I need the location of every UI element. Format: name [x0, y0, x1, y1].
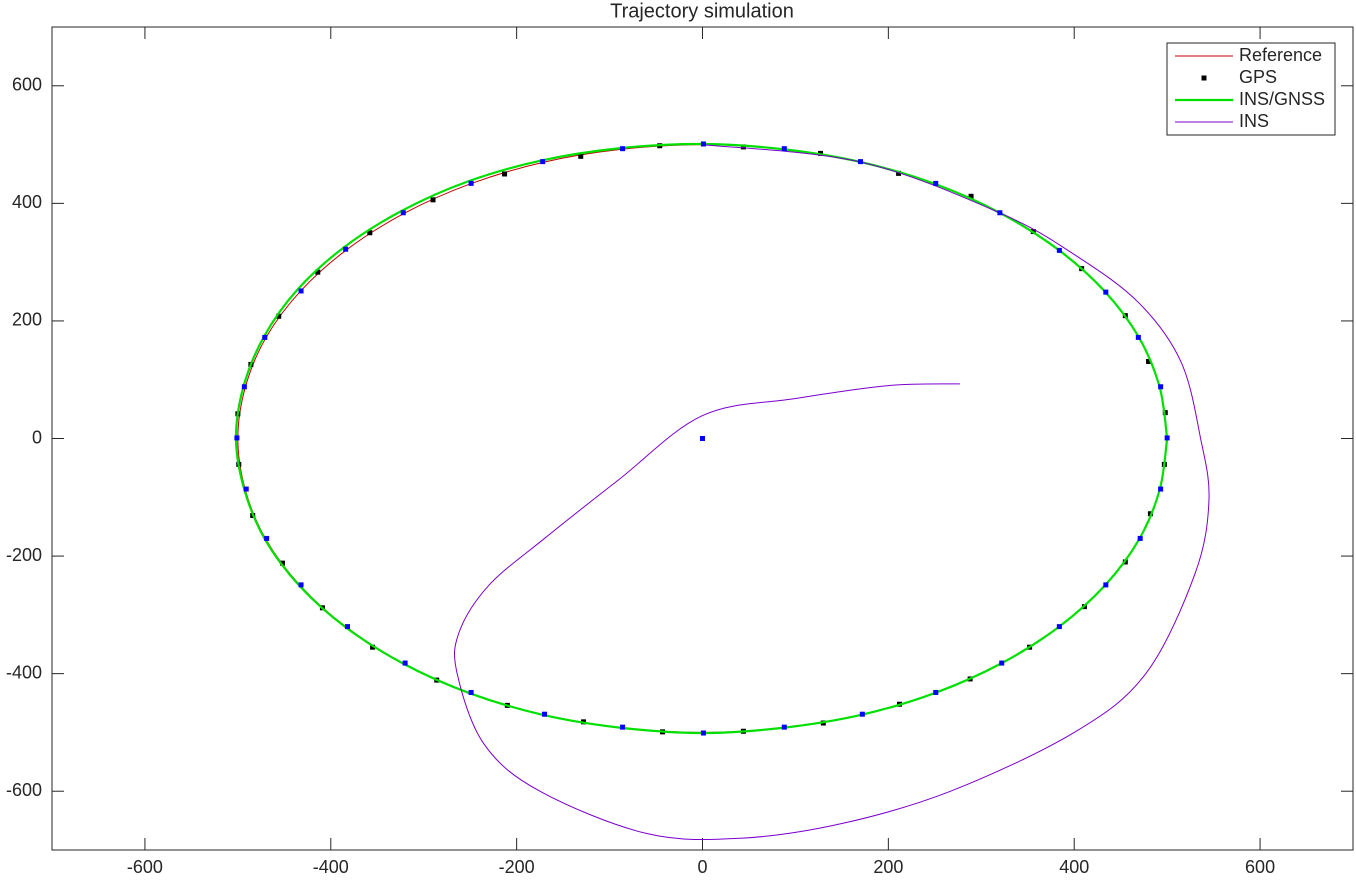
marker [370, 644, 376, 650]
marker [700, 436, 705, 441]
y-tick-label: 0 [32, 427, 42, 447]
marker [298, 288, 304, 294]
marker [999, 660, 1005, 666]
legend-box [1166, 42, 1336, 136]
marker [315, 269, 321, 275]
marker [1135, 334, 1141, 340]
marker [1056, 247, 1062, 253]
marker [620, 724, 626, 730]
marker [264, 535, 270, 541]
marker [402, 660, 408, 666]
x-tick-label: 600 [1245, 857, 1275, 877]
x-tick-label: -600 [127, 857, 163, 877]
marker [234, 435, 240, 441]
marker [740, 144, 746, 150]
marker [1146, 358, 1152, 364]
legend-label: GPS [1239, 67, 1277, 87]
marker [243, 486, 249, 492]
marker [502, 171, 508, 177]
marker [540, 159, 546, 165]
marker [1158, 384, 1164, 390]
marker [241, 384, 247, 390]
marker [781, 724, 787, 730]
legend-label: INS [1239, 111, 1269, 131]
marker [1158, 486, 1164, 492]
marker [542, 711, 548, 717]
marker [345, 624, 351, 630]
legend-label: Reference [1239, 45, 1322, 65]
marker [968, 193, 974, 199]
marker [933, 180, 939, 186]
marker [276, 313, 282, 319]
y-tick-label: -400 [6, 662, 42, 682]
marker [279, 560, 285, 566]
series-line [454, 144, 1210, 841]
marker [1103, 289, 1109, 295]
marker [367, 230, 373, 236]
x-tick-label: -200 [499, 857, 535, 877]
marker [298, 582, 304, 588]
marker [896, 170, 902, 176]
y-tick-label: -200 [6, 545, 42, 565]
x-tick-label: 200 [873, 857, 903, 877]
marker [1056, 624, 1062, 630]
marker [700, 730, 706, 736]
x-tick-label: 400 [1059, 857, 1089, 877]
y-tick-label: 200 [12, 310, 42, 330]
marker [343, 246, 349, 252]
x-tick-label: -400 [313, 857, 349, 877]
x-tick-label: 0 [697, 857, 707, 877]
marker [997, 210, 1003, 216]
marker [781, 146, 787, 152]
marker [857, 159, 863, 165]
marker [468, 180, 474, 186]
y-tick-label: 600 [12, 75, 42, 95]
marker [578, 153, 584, 159]
marker [400, 210, 406, 216]
chart-title: Trajectory simulation [610, 0, 794, 22]
marker [700, 141, 706, 147]
marker [1103, 582, 1109, 588]
y-tick-label: -600 [6, 780, 42, 800]
marker [1137, 535, 1143, 541]
marker [620, 146, 626, 152]
y-tick-label: 400 [12, 192, 42, 212]
marker [262, 334, 268, 340]
marker [933, 689, 939, 695]
legend-label: INS/GNSS [1239, 89, 1325, 109]
marker [1164, 435, 1170, 441]
marker [430, 197, 436, 203]
marker [859, 711, 865, 717]
marker [468, 689, 474, 695]
legend-swatch [1201, 75, 1207, 81]
